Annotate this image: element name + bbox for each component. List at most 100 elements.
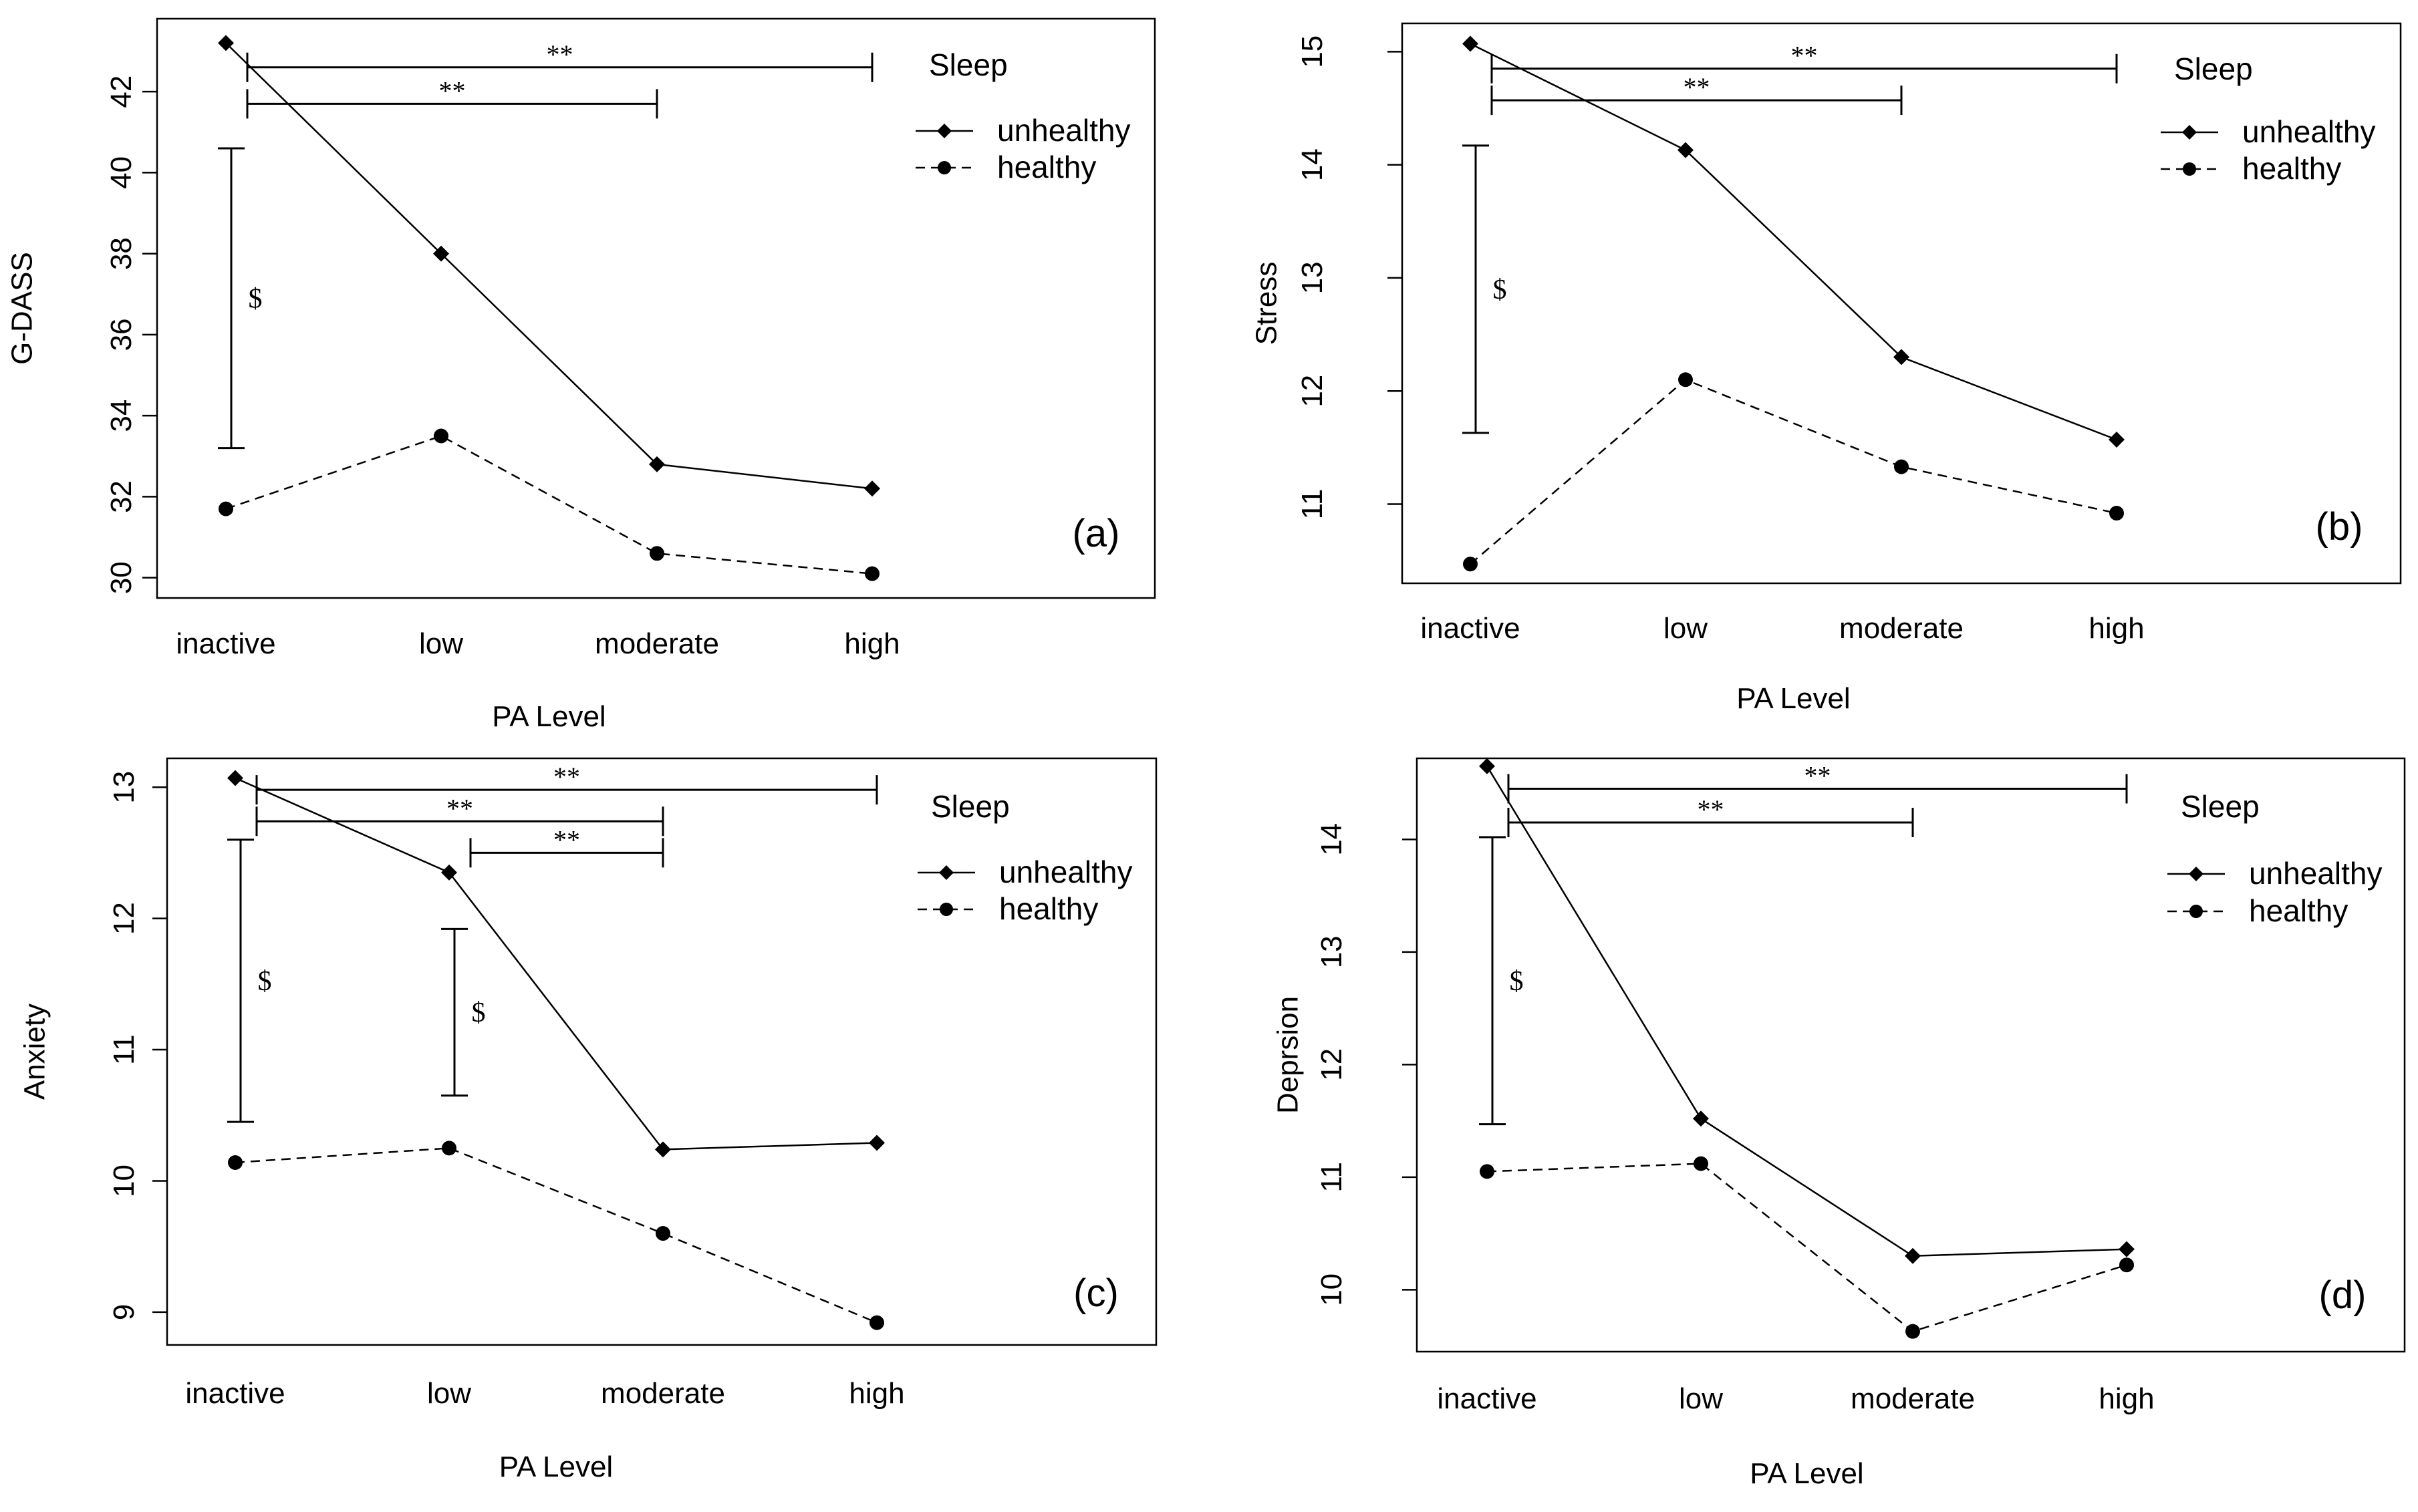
interaction-label: $ bbox=[249, 283, 263, 314]
series-line-unhealthy bbox=[225, 42, 873, 490]
chart-panel-1: 30 32 34 36 38 40 42 inactive low moderate high PA … bbox=[6, 17, 1156, 733]
y-tick-label: 13 bbox=[108, 771, 140, 804]
significance-bracket bbox=[255, 775, 878, 805]
panel-label: (c) bbox=[1073, 1271, 1119, 1315]
legend-marker-healthy bbox=[940, 903, 953, 916]
significance-bracket bbox=[255, 806, 664, 837]
chart-panel-3: 9 10 11 12 13 inactive low moderate high PA Level… bbox=[19, 757, 1158, 1483]
y-tick-label: 9 bbox=[108, 1304, 140, 1320]
interaction-bracket bbox=[1479, 836, 1506, 1126]
legend-marker-unhealthy bbox=[2189, 867, 2203, 881]
x-category-label: high bbox=[2099, 1382, 2154, 1415]
data-point-healthy bbox=[1694, 1156, 1708, 1171]
x-category-label: low bbox=[1679, 1382, 1723, 1415]
series-line-unhealthy bbox=[235, 777, 878, 1151]
y-tick-label: 30 bbox=[105, 561, 138, 594]
data-point-unhealthy bbox=[433, 245, 449, 262]
interaction-label: $ bbox=[1510, 966, 1524, 997]
y-tick-label: 12 bbox=[1296, 375, 1329, 408]
series-unhealthy bbox=[1462, 35, 2125, 448]
plot-frame bbox=[1416, 757, 2406, 1353]
legend-entry-unhealthy: unhealthy bbox=[999, 855, 1133, 889]
legend-entry-unhealthy: unhealthy bbox=[997, 113, 1131, 148]
plot-frame bbox=[156, 17, 1156, 599]
series-unhealthy bbox=[227, 770, 885, 1158]
y-axis-label: Stress bbox=[1250, 262, 1283, 345]
x-category-label: moderate bbox=[601, 1377, 725, 1410]
data-point-unhealthy bbox=[2119, 1241, 2135, 1257]
data-point-healthy bbox=[656, 1226, 670, 1241]
series-unhealthy bbox=[218, 35, 880, 497]
data-point-unhealthy bbox=[1462, 35, 1478, 52]
y-tick-label: 36 bbox=[105, 318, 138, 351]
legend-marker-healthy bbox=[2189, 905, 2203, 918]
x-axis-label: PA Level bbox=[1750, 1457, 1863, 1490]
y-tick-label: 40 bbox=[105, 156, 138, 189]
chart-panel-2: 11 12 13 14 15 inactive low moderate high PA Leve… bbox=[1250, 22, 2402, 715]
data-point-unhealthy bbox=[864, 480, 880, 497]
y-tick-label: 34 bbox=[105, 400, 138, 432]
legend-entry-healthy: healthy bbox=[999, 891, 1098, 926]
data-point-healthy bbox=[442, 1141, 456, 1156]
data-point-unhealthy bbox=[1479, 758, 1495, 774]
significance-label: ** bbox=[1684, 72, 1710, 102]
data-point-unhealthy bbox=[1677, 142, 1694, 158]
y-tick-label: 13 bbox=[1296, 261, 1329, 294]
data-point-healthy bbox=[2109, 506, 2124, 521]
panel-label: (b) bbox=[2316, 505, 2363, 549]
y-tick-label: 13 bbox=[1315, 935, 1348, 968]
series-healthy bbox=[1463, 372, 2124, 572]
x-category-label: inactive bbox=[185, 1377, 285, 1410]
series-healthy bbox=[219, 428, 880, 581]
series-unhealthy bbox=[1479, 758, 2135, 1264]
legend-entry-healthy: healthy bbox=[2249, 893, 2348, 928]
x-category-label: low bbox=[427, 1377, 471, 1410]
x-category-label: moderate bbox=[1851, 1382, 1975, 1415]
interaction-bracket bbox=[441, 927, 468, 1097]
data-point-unhealthy bbox=[649, 456, 665, 472]
x-category-label: inactive bbox=[1420, 612, 1520, 645]
significance-label: ** bbox=[547, 39, 573, 69]
x-category-label: high bbox=[844, 627, 900, 660]
significance-bracket bbox=[1507, 808, 1914, 838]
interaction-label: $ bbox=[258, 966, 272, 997]
y-tick-label: 32 bbox=[105, 480, 138, 513]
chart-panel-4: 10 11 12 13 14 inactive low moderate high PA Leve… bbox=[1272, 757, 2406, 1490]
significance-bracket bbox=[1490, 86, 1903, 116]
data-point-healthy bbox=[2119, 1257, 2134, 1273]
data-point-healthy bbox=[1894, 459, 1909, 474]
y-tick-label: 14 bbox=[1296, 148, 1329, 181]
y-tick-label: 10 bbox=[1315, 1273, 1348, 1306]
legend-entry-unhealthy: unhealthy bbox=[2242, 114, 2376, 149]
series-line-healthy bbox=[235, 1147, 878, 1324]
significance-label: ** bbox=[1791, 41, 1818, 71]
series-line-unhealthy bbox=[1470, 43, 2117, 441]
x-axis-label: PA Level bbox=[1736, 682, 1850, 715]
data-point-healthy bbox=[1905, 1324, 1920, 1339]
legend-entry-healthy: healthy bbox=[2242, 151, 2341, 186]
data-point-unhealthy bbox=[441, 864, 457, 881]
data-point-healthy bbox=[1678, 372, 1693, 388]
data-point-healthy bbox=[219, 501, 233, 516]
x-category-label: high bbox=[2089, 612, 2144, 645]
interaction-bracket bbox=[1462, 144, 1489, 434]
data-point-healthy bbox=[434, 428, 448, 444]
data-point-unhealthy bbox=[1693, 1110, 1709, 1127]
y-tick-label: 42 bbox=[105, 75, 138, 108]
legend-marker-healthy bbox=[938, 161, 951, 174]
significance-bracket bbox=[246, 89, 658, 119]
legend-marker-unhealthy bbox=[2182, 125, 2197, 140]
y-axis-label: Deprsion bbox=[1272, 996, 1305, 1114]
x-category-label: moderate bbox=[1839, 612, 1964, 645]
x-category-label: low bbox=[419, 627, 463, 660]
data-point-unhealthy bbox=[869, 1135, 885, 1151]
data-point-healthy bbox=[228, 1155, 243, 1170]
legend-marker-unhealthy bbox=[937, 124, 952, 138]
significance-label: ** bbox=[439, 75, 466, 106]
legend-title: Sleep bbox=[931, 789, 1010, 824]
series-line-unhealthy bbox=[1486, 766, 2127, 1257]
